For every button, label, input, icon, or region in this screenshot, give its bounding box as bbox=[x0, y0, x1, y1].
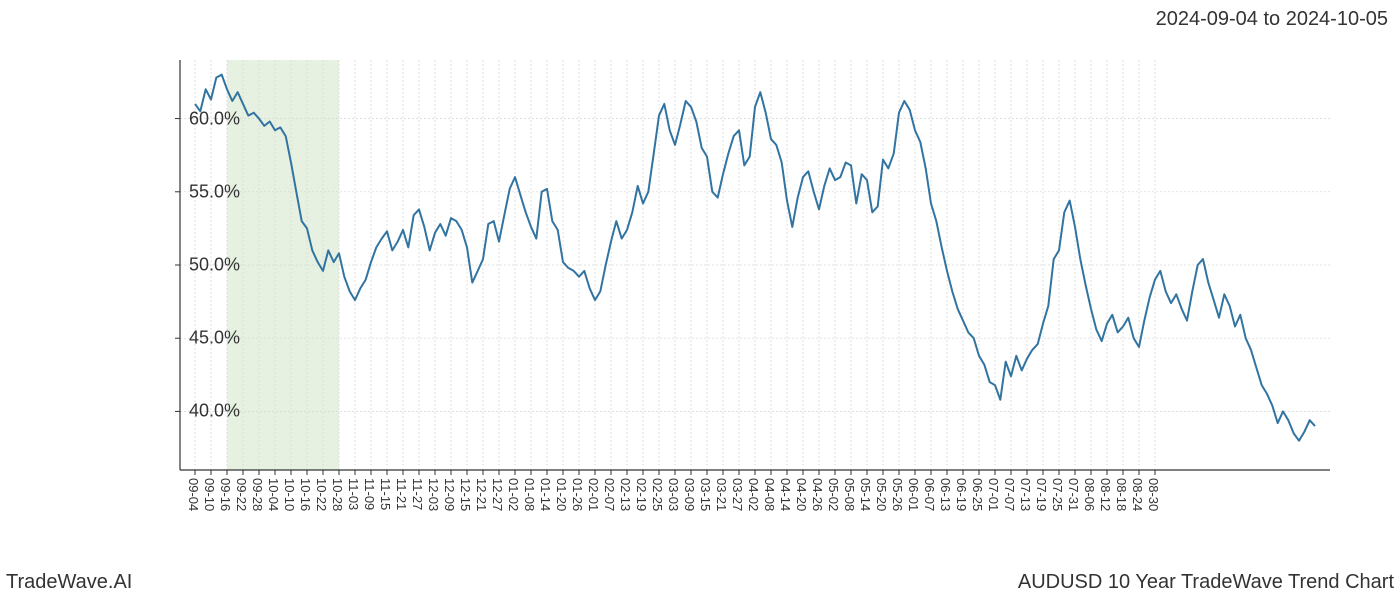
x-tick-label: 04-20 bbox=[794, 478, 809, 511]
x-tick-label: 04-14 bbox=[778, 478, 793, 511]
x-tick-label: 04-02 bbox=[746, 478, 761, 511]
date-range-label: 2024-09-04 to 2024-10-05 bbox=[1156, 8, 1388, 31]
x-tick-label: 03-15 bbox=[698, 478, 713, 511]
x-tick-label: 11-27 bbox=[410, 478, 425, 510]
x-tick-label: 07-13 bbox=[1018, 478, 1033, 511]
x-tick-label: 10-28 bbox=[330, 478, 345, 511]
x-tick-label: 07-31 bbox=[1066, 478, 1081, 511]
x-tick-label: 08-30 bbox=[1146, 478, 1161, 511]
x-tick-label: 01-14 bbox=[538, 478, 553, 511]
x-tick-label: 10-16 bbox=[298, 478, 313, 511]
x-tick-label: 12-09 bbox=[442, 478, 457, 511]
x-tick-label: 04-26 bbox=[810, 478, 825, 511]
x-tick-label: 07-19 bbox=[1034, 478, 1049, 511]
x-tick-label: 05-02 bbox=[826, 478, 841, 511]
x-tick-label: 11-15 bbox=[378, 478, 393, 510]
x-tick-label: 09-10 bbox=[202, 478, 217, 511]
x-tick-label: 09-28 bbox=[250, 478, 265, 511]
x-tick-label: 04-08 bbox=[762, 478, 777, 511]
x-tick-label: 08-18 bbox=[1114, 478, 1129, 511]
x-tick-label: 09-22 bbox=[234, 478, 249, 511]
y-tick-label: 45.0% bbox=[160, 328, 240, 349]
x-tick-label: 05-14 bbox=[858, 478, 873, 511]
x-tick-label: 08-24 bbox=[1130, 478, 1145, 511]
x-tick-label: 12-27 bbox=[490, 478, 505, 511]
x-tick-label: 08-12 bbox=[1098, 478, 1113, 511]
y-tick-label: 55.0% bbox=[160, 181, 240, 202]
chart-title: AUDUSD 10 Year TradeWave Trend Chart bbox=[1018, 571, 1394, 594]
x-tick-label: 09-16 bbox=[218, 478, 233, 511]
x-tick-label: 02-01 bbox=[586, 478, 601, 511]
x-tick-label: 09-04 bbox=[186, 478, 201, 511]
x-tick-label: 07-07 bbox=[1002, 478, 1017, 511]
x-tick-label: 02-19 bbox=[634, 478, 649, 511]
x-tick-label: 12-03 bbox=[426, 478, 441, 511]
y-tick-label: 60.0% bbox=[160, 108, 240, 129]
x-tick-label: 10-22 bbox=[314, 478, 329, 511]
x-tick-label: 05-08 bbox=[842, 478, 857, 511]
line-chart bbox=[180, 60, 1330, 470]
highlight-band bbox=[227, 60, 339, 470]
y-tick-label: 40.0% bbox=[160, 401, 240, 422]
x-tick-label: 05-26 bbox=[890, 478, 905, 511]
x-tick-label: 08-06 bbox=[1082, 478, 1097, 511]
x-tick-label: 03-21 bbox=[714, 478, 729, 511]
x-tick-label: 01-20 bbox=[554, 478, 569, 511]
x-tick-label: 03-27 bbox=[730, 478, 745, 511]
x-tick-label: 10-10 bbox=[282, 478, 297, 511]
x-tick-label: 05-20 bbox=[874, 478, 889, 511]
x-tick-label: 11-21 bbox=[394, 478, 409, 510]
x-tick-label: 06-25 bbox=[970, 478, 985, 511]
brand-label: TradeWave.AI bbox=[6, 571, 132, 594]
x-tick-label: 11-03 bbox=[346, 478, 361, 510]
x-tick-label: 06-07 bbox=[922, 478, 937, 511]
x-tick-label: 07-25 bbox=[1050, 478, 1065, 511]
x-tick-label: 06-19 bbox=[954, 478, 969, 511]
x-tick-label: 03-09 bbox=[682, 478, 697, 511]
x-tick-label: 07-01 bbox=[986, 478, 1001, 511]
x-tick-label: 02-25 bbox=[650, 478, 665, 511]
x-tick-label: 12-21 bbox=[474, 478, 489, 511]
x-tick-label: 02-07 bbox=[602, 478, 617, 511]
x-tick-label: 10-04 bbox=[266, 478, 281, 511]
x-tick-label: 01-08 bbox=[522, 478, 537, 511]
x-tick-label: 06-01 bbox=[906, 478, 921, 511]
y-tick-label: 50.0% bbox=[160, 255, 240, 276]
x-tick-label: 01-02 bbox=[506, 478, 521, 511]
x-tick-label: 01-26 bbox=[570, 478, 585, 511]
chart-container: 2024-09-04 to 2024-10-05 40.0% 45.0% 50.0%… bbox=[0, 0, 1400, 600]
x-tick-label: 06-13 bbox=[938, 478, 953, 511]
x-tick-label: 11-09 bbox=[362, 478, 377, 510]
x-tick-label: 02-13 bbox=[618, 478, 633, 511]
x-tick-label: 12-15 bbox=[458, 478, 473, 511]
x-tick-label: 03-03 bbox=[666, 478, 681, 511]
